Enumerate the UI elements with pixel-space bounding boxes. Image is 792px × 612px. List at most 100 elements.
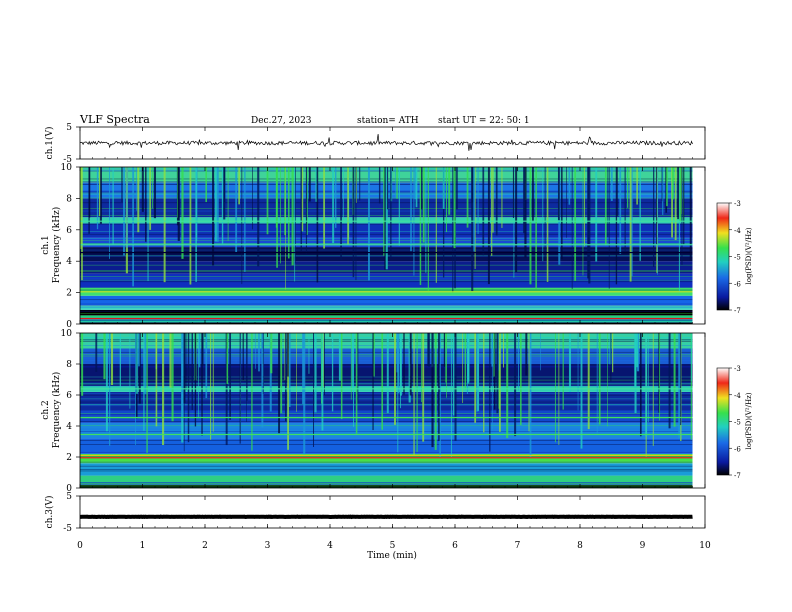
- ch1-spectrogram-sferic-streak: [524, 167, 527, 258]
- ch2-spectrogram-sferic-streak: [352, 333, 354, 427]
- ch1-spectrogram-sferic-streak: [99, 167, 101, 217]
- ch1-spectrogram-sferic-streak: [287, 167, 290, 259]
- ch2-spectrogram-sferic-streak: [226, 333, 229, 384]
- ch2-colorbar-tick-label: -5: [734, 419, 741, 427]
- ch2-colorbar-tick-label: -4: [734, 392, 741, 400]
- ch1-spectrogram-sferic-streak: [608, 167, 610, 289]
- ch1-spectrogram-sferic-streak: [678, 167, 680, 293]
- ch2-spectrogram-sferic-streak: [399, 333, 402, 396]
- ch2-spectrogram-sferic-streak: [373, 333, 375, 377]
- ch2-spectrogram-sferic-streak: [658, 333, 660, 413]
- ch1-spectrogram-sferic-streak: [396, 167, 398, 199]
- ch1-spectrogram-sferic-streak: [672, 167, 674, 200]
- ch1-spectrogram-sferic-streak: [112, 167, 114, 245]
- time-tick-label: 2: [202, 541, 208, 551]
- ch2-spectrogram-sferic-streak: [205, 333, 208, 399]
- ch1-spectrogram-sferic-streak: [177, 167, 180, 241]
- ch1-spectrogram-sferic-streak: [177, 167, 178, 218]
- ch2-spectrogram-sferic-streak: [421, 333, 422, 403]
- ch1-spectrogram-sferic-streak: [557, 167, 560, 221]
- ch1-spectrogram-band: [80, 305, 693, 310]
- ch1-spectrogram-sferic-streak: [595, 167, 598, 262]
- ch1-spectrogram-sferic-streak: [241, 167, 243, 285]
- ch2-spectrogram-sferic-streak: [612, 333, 614, 373]
- ch2-spectrogram-sferic-streak: [191, 333, 193, 410]
- ch1-spectrogram-sferic-streak: [571, 167, 573, 290]
- ch2-spectrogram-sferic-streak: [155, 333, 157, 370]
- ch2-spectrogram-sferic-streak: [679, 333, 682, 426]
- ch1-spectrogram-sferic-streak: [96, 167, 99, 230]
- ch2-spectrogram-sferic-streak: [454, 333, 457, 441]
- ch3-waveform-ylabel: ch.3(V): [44, 496, 55, 529]
- ch2-spectrogram-sferic-streak: [498, 333, 501, 432]
- ch2-spectrogram-sferic-streak: [201, 333, 203, 436]
- ch1-waveform-panel: 5 -5 ch.1(V): [44, 123, 706, 165]
- ch1-spectrogram-sferic-streak: [419, 167, 422, 286]
- ch2-spectrogram-sferic-streak: [568, 333, 572, 393]
- ch2-spectrogram-sferic-streak: [143, 333, 145, 431]
- ch2-spectrogram-sferic-streak: [422, 333, 425, 442]
- ch1-spectrogram-sferic-streak: [674, 167, 677, 241]
- ch2-spectrogram-sferic-streak: [302, 333, 304, 404]
- ch2-spectrogram-sferic-streak: [445, 333, 447, 383]
- ch2-spectrogram-sferic-streak: [185, 333, 187, 390]
- ch2-spectrogram-sferic-streak: [428, 333, 430, 367]
- ch2-spectrogram-ytick-label: 8: [66, 360, 72, 370]
- ch1-spectrogram-band: [80, 295, 693, 306]
- ch2-spectrogram-sferic-streak: [474, 333, 477, 423]
- ch1-spectrogram-sferic-streak: [624, 167, 626, 252]
- ch2-spectrogram-sferic-streak: [529, 333, 532, 457]
- ch2-spectrogram-sferic-streak: [351, 333, 354, 389]
- ch1-spectrogram-ytick-label: 8: [66, 194, 72, 204]
- ch2-spectrogram-sferic-streak: [659, 333, 661, 421]
- ch2-spectrogram-sferic-streak: [350, 333, 352, 400]
- ch1-spectrogram-sferic-streak: [471, 167, 474, 292]
- ch2-spectrogram-sferic-streak: [639, 333, 642, 437]
- time-tick-label: 9: [640, 541, 646, 551]
- ch1-spectrogram-sferic-streak: [529, 167, 532, 285]
- ch1-spectrogram-panel: 0 2 4 6 8 10 ch.1 Frequency (kHz): [41, 163, 706, 330]
- ch1-spectrogram-sferic-streak: [305, 167, 308, 254]
- ch3-waveform-frame: [79, 495, 706, 529]
- ch1-spectrogram-sferic-streak: [453, 167, 456, 249]
- ch1-spectrogram-sferic-streak: [482, 167, 485, 256]
- ch1-spectrogram-sferic-streak: [257, 167, 260, 267]
- station-label: station= ATH: [357, 116, 419, 126]
- ch1-spectrogram-sferic-streak: [212, 167, 215, 266]
- ch2-spectrogram-ytick-label: 6: [66, 391, 72, 401]
- ch1-spectrogram-sferic-streak: [384, 167, 387, 270]
- ch1-spectrogram-sferic-streak: [415, 167, 418, 208]
- ch1-spectrogram-sferic-streak: [574, 167, 577, 281]
- ch1-spectrogram-sferic-streak: [656, 167, 658, 273]
- ch1-spectrogram-sferic-streak: [163, 167, 166, 283]
- ch1-spectrogram-sferic-streak: [126, 167, 128, 249]
- ch2-spectrogram-sferic-streak: [198, 333, 201, 368]
- ch2-spectrogram-sferic-streak: [598, 333, 601, 425]
- ch1-spectrogram-sferic-streak: [153, 167, 157, 219]
- ch1-spectrogram-sferic-streak: [227, 167, 229, 241]
- ch2-spectrogram-sferic-streak: [399, 333, 401, 409]
- ch2-spectrogram-band: [80, 438, 693, 454]
- ch1-spectrogram-sferic-streak: [352, 167, 355, 278]
- ch1-spectrogram-ytick-label: 0: [66, 320, 72, 330]
- ch2-colorbar: -3 -4 -5 -6 -7 log(PSD)(V²/Hz): [716, 365, 753, 480]
- ch1-spectrogram-sferic-streak: [347, 167, 349, 245]
- ch1-spectrogram-sferic-streak: [615, 167, 618, 285]
- ch2-spectrogram-sferic-streak: [452, 333, 455, 416]
- ch2-spectrogram-sferic-streak: [372, 333, 374, 431]
- ch1-spectrogram-sferic-streak: [566, 167, 567, 238]
- ch1-spectrogram-sferic-streak: [466, 167, 469, 228]
- ch1-spectrogram-sferic-streak: [445, 167, 447, 233]
- ch1-spectrogram-sferic-streak: [378, 167, 381, 204]
- ch1-spectrogram-sferic-streak: [607, 167, 609, 238]
- ch2-colorbar-gradient: [716, 367, 730, 476]
- ch3-waveform-ytick-label: -5: [63, 524, 72, 534]
- ch2-spectrogram-sferic-streak: [483, 333, 485, 433]
- ch1-colorbar-tick-label: -6: [734, 280, 741, 288]
- ch1-colorbar-gradient: [716, 202, 730, 311]
- ch1-spectrogram-band: [80, 319, 693, 323]
- ch1-spectrogram-sferic-streak: [121, 167, 123, 203]
- ch2-spectrogram-sferic-streak: [386, 333, 389, 414]
- ch2-spectrogram-sferic-streak: [554, 333, 556, 443]
- ch2-spectrogram-sferic-streak: [183, 333, 185, 452]
